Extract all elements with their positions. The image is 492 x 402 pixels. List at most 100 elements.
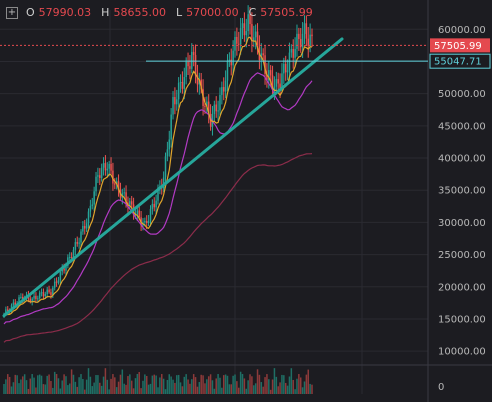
- candle-body[interactable]: [78, 242, 80, 244]
- candle-body[interactable]: [277, 79, 279, 84]
- candle-body[interactable]: [256, 31, 259, 47]
- candle-body[interactable]: [104, 163, 107, 171]
- candle-body[interactable]: [298, 33, 300, 39]
- candle-body[interactable]: [18, 297, 20, 304]
- candle-body[interactable]: [185, 61, 187, 78]
- candle-body[interactable]: [213, 104, 216, 115]
- candle-body[interactable]: [253, 37, 255, 42]
- candle-body[interactable]: [29, 298, 32, 302]
- candle-body[interactable]: [65, 265, 67, 271]
- candle-body[interactable]: [117, 181, 120, 190]
- candle-body[interactable]: [52, 287, 54, 295]
- candle-body[interactable]: [40, 292, 43, 294]
- candle-body[interactable]: [129, 201, 131, 207]
- candle-body[interactable]: [271, 75, 274, 90]
- candle-body[interactable]: [192, 51, 195, 55]
- candle-body[interactable]: [84, 225, 86, 229]
- candle-body[interactable]: [46, 289, 48, 294]
- candle-body[interactable]: [68, 257, 71, 259]
- candle-body[interactable]: [31, 298, 33, 302]
- candle-body[interactable]: [299, 38, 302, 48]
- candle-body[interactable]: [290, 48, 293, 53]
- candle-body[interactable]: [130, 201, 133, 205]
- candle-body[interactable]: [245, 31, 248, 36]
- candle-body[interactable]: [91, 204, 94, 206]
- candle-body[interactable]: [177, 82, 180, 100]
- candle-body[interactable]: [181, 81, 184, 89]
- candle-body[interactable]: [14, 302, 17, 306]
- candle-body[interactable]: [273, 86, 276, 90]
- candle-body[interactable]: [151, 203, 154, 210]
- candle-body[interactable]: [22, 296, 24, 300]
- candle-body[interactable]: [87, 211, 90, 224]
- candle-body[interactable]: [55, 281, 58, 283]
- candle-body[interactable]: [254, 31, 257, 38]
- candle-body[interactable]: [172, 97, 174, 115]
- candle-body[interactable]: [236, 36, 238, 44]
- candle-body[interactable]: [166, 149, 169, 157]
- candle-body[interactable]: [89, 205, 92, 212]
- candle-body[interactable]: [284, 63, 287, 73]
- candle-body[interactable]: [38, 292, 41, 299]
- candle-body[interactable]: [228, 59, 231, 62]
- candle-body[interactable]: [189, 66, 191, 69]
- candle-body[interactable]: [275, 79, 278, 87]
- candle-body[interactable]: [294, 48, 296, 58]
- candle-body[interactable]: [99, 175, 101, 178]
- candle-body[interactable]: [292, 48, 294, 58]
- candle-body[interactable]: [279, 83, 281, 88]
- candle-body[interactable]: [7, 309, 9, 311]
- candle-body[interactable]: [35, 295, 37, 300]
- candle-body[interactable]: [157, 187, 159, 201]
- candle-body[interactable]: [305, 23, 308, 39]
- candle-body[interactable]: [102, 163, 105, 168]
- candle-body[interactable]: [33, 295, 35, 299]
- candle-body[interactable]: [174, 97, 176, 105]
- candle-body[interactable]: [20, 296, 22, 298]
- candle-body[interactable]: [311, 34, 313, 37]
- candle-body[interactable]: [155, 200, 157, 208]
- candle-body[interactable]: [59, 271, 62, 281]
- candle-body[interactable]: [12, 302, 15, 306]
- candle-body[interactable]: [100, 167, 103, 178]
- candle-body[interactable]: [249, 14, 251, 25]
- candle-body[interactable]: [243, 23, 246, 36]
- candle-body[interactable]: [206, 101, 208, 107]
- candle-body[interactable]: [191, 51, 193, 69]
- candle-body[interactable]: [196, 75, 199, 85]
- candle-body[interactable]: [251, 24, 253, 42]
- candle-body[interactable]: [266, 74, 268, 81]
- candle-body[interactable]: [70, 257, 73, 259]
- candle-body[interactable]: [194, 54, 197, 76]
- candle-body[interactable]: [239, 27, 242, 45]
- candle-body[interactable]: [44, 293, 47, 297]
- candle-body[interactable]: [168, 139, 171, 150]
- candle-body[interactable]: [301, 33, 304, 48]
- candle-body[interactable]: [136, 210, 139, 215]
- candle-body[interactable]: [42, 292, 45, 297]
- level-tag-bg[interactable]: [429, 53, 491, 69]
- candle-body[interactable]: [147, 220, 150, 223]
- candle-body[interactable]: [303, 23, 306, 34]
- candle-body[interactable]: [283, 63, 285, 74]
- candle-body[interactable]: [114, 183, 116, 185]
- candle-body[interactable]: [281, 73, 283, 88]
- candle-body[interactable]: [72, 249, 75, 258]
- candle-body[interactable]: [145, 221, 148, 223]
- candle-body[interactable]: [123, 192, 125, 194]
- candle-body[interactable]: [108, 163, 110, 169]
- candle-body[interactable]: [80, 231, 82, 243]
- candle-body[interactable]: [234, 36, 236, 51]
- candle-body[interactable]: [106, 168, 109, 171]
- candle-body[interactable]: [125, 192, 127, 203]
- candle-body[interactable]: [144, 221, 146, 223]
- candle-body[interactable]: [97, 175, 99, 177]
- candle-body[interactable]: [183, 77, 186, 89]
- candle-body[interactable]: [309, 34, 311, 46]
- candle-body[interactable]: [221, 87, 223, 95]
- candle-body[interactable]: [215, 104, 217, 112]
- candle-body[interactable]: [170, 114, 172, 140]
- candle-body[interactable]: [238, 43, 240, 45]
- candle-body[interactable]: [164, 156, 167, 178]
- candle-body[interactable]: [226, 61, 229, 81]
